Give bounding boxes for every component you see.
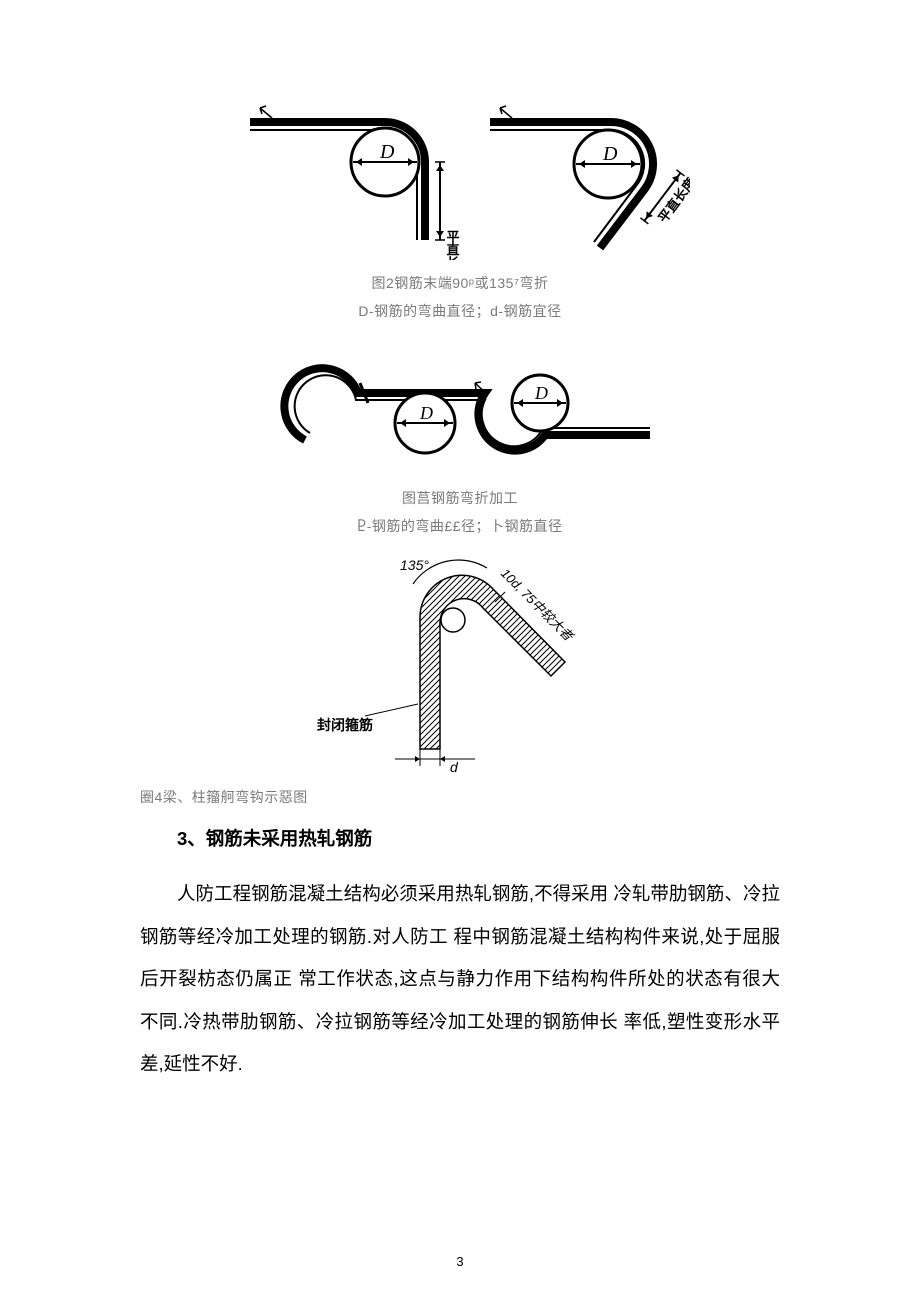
- svg-text:封闭箍筋: 封闭箍筋: [317, 717, 373, 733]
- figure-3: D D 图莒钢筋弯折加工 Ⴒ-钢筋的弯曲££径；卜钢筋直径: [140, 345, 780, 536]
- page-number: 3: [0, 1254, 920, 1269]
- figure-2-caption-1: 图2钢筋末端90ᵖ或135⁷弯折: [140, 273, 780, 293]
- figure-4: 135° 10d, 75中较大者 封闭箍筋 d: [140, 544, 780, 779]
- svg-text:135°: 135°: [400, 557, 429, 573]
- figure-2-svg: D 平直长度 D: [230, 100, 690, 260]
- figure-4-svg: 135° 10d, 75中较大者 封闭箍筋 d: [305, 544, 615, 774]
- figure-2: D 平直长度 D: [140, 100, 780, 321]
- svg-text:平直长度: 平直长度: [445, 230, 460, 260]
- figure-4-caption: 圈4梁、柱籀舸弯钩示惡图: [140, 787, 780, 807]
- svg-text:D: D: [419, 403, 433, 423]
- svg-text:d: d: [450, 759, 459, 774]
- svg-text:D: D: [602, 143, 618, 165]
- figure-3-caption-1: 图莒钢筋弯折加工: [140, 488, 780, 508]
- figure-2-caption-2: D-钢筋的弯曲直径；d-钢筋宜径: [140, 301, 780, 321]
- figure-3-svg: D D: [250, 345, 670, 475]
- section-heading: 3、钢筋未采用热轧钢筋: [140, 825, 780, 851]
- figure-3-caption-2: Ⴒ-钢筋的弯曲££径；卜钢筋直径: [140, 516, 780, 536]
- svg-text:D: D: [379, 141, 395, 163]
- svg-text:D: D: [534, 383, 548, 403]
- body-paragraph: 人防工程钢筋混凝土结构必须采用热轧钢筋,不得采用 冷轧带肋钢筋、冷拉钢筋等经冷加…: [140, 873, 780, 1086]
